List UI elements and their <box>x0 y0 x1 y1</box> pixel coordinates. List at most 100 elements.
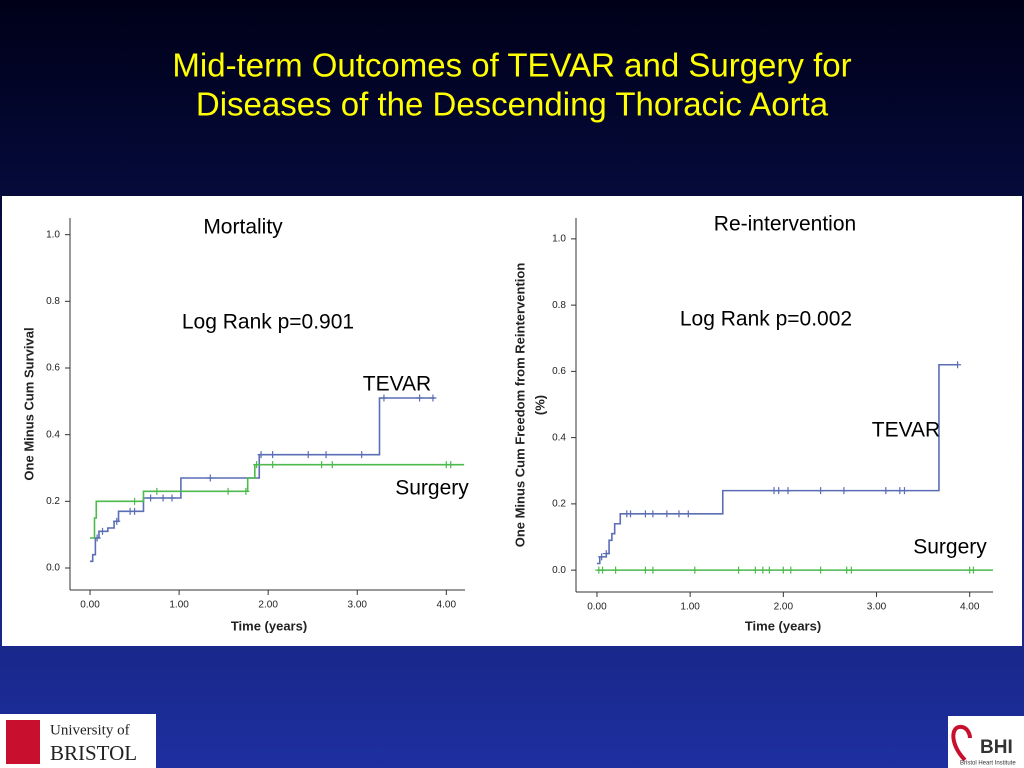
y-tick-label: 0.4 <box>552 432 566 443</box>
censor-mark <box>684 510 692 518</box>
x-tick-label: 1.00 <box>169 600 189 611</box>
censor-mark <box>113 517 121 525</box>
censor-mark <box>153 487 161 495</box>
y-tick-label: 1.0 <box>552 234 566 245</box>
censor-mark <box>900 487 908 495</box>
step-line <box>90 463 465 539</box>
censor-mark <box>131 497 139 505</box>
x-tick-label: 3.00 <box>347 600 367 611</box>
censor-mark <box>882 487 890 495</box>
chart-title: Re-intervention <box>714 213 856 236</box>
censor-mark <box>358 451 366 459</box>
x-tick-label: 2.00 <box>774 602 794 613</box>
slide-title: Diseases of the Descending Thoracic Aort… <box>196 86 829 123</box>
censor-mark <box>751 566 759 574</box>
censor-mark <box>817 487 825 495</box>
censor-mark <box>242 487 250 495</box>
x-axis-label: Time (years) <box>745 618 821 633</box>
x-tick-label: 4.00 <box>960 602 980 613</box>
censor-mark <box>599 566 607 574</box>
censor-mark <box>641 566 649 574</box>
censor-mark <box>257 451 265 459</box>
censor-mark <box>147 494 155 502</box>
censor-mark <box>775 487 783 495</box>
censor-mark <box>416 394 424 402</box>
y-axis-label: One Minus Cum Freedom from Reinterventio… <box>512 263 527 548</box>
y-axis-label: (%) <box>532 395 547 415</box>
y-axis-label: One Minus Cum Survival <box>21 327 36 480</box>
censor-mark <box>447 461 455 469</box>
censor-mark <box>649 566 657 574</box>
y-tick-label: 1.0 <box>46 229 60 240</box>
y-tick-label: 0.2 <box>46 496 60 507</box>
annotation: Surgery <box>395 477 469 500</box>
censor-mark <box>787 566 795 574</box>
logo-text: Bristol Heart Institute <box>960 761 1016 767</box>
censor-mark <box>131 507 139 515</box>
logo-text: University of <box>50 722 130 738</box>
censor-mark <box>735 566 743 574</box>
censor-mark <box>168 494 176 502</box>
x-tick-label: 0.00 <box>587 602 607 613</box>
censor-mark <box>328 461 336 469</box>
censor-mark <box>675 510 683 518</box>
chart-panel <box>2 196 1022 646</box>
y-tick-label: 0.8 <box>552 300 566 311</box>
censor-mark <box>954 361 962 369</box>
censor-mark <box>318 461 326 469</box>
y-tick-label: 0.0 <box>46 563 60 574</box>
censor-mark <box>969 566 977 574</box>
y-tick-label: 0.4 <box>46 429 60 440</box>
censor-mark <box>649 510 657 518</box>
step-line <box>596 363 958 565</box>
censor-mark <box>99 527 107 535</box>
annotation: Log Rank p=0.002 <box>680 308 852 331</box>
censor-mark <box>691 566 699 574</box>
censor-mark <box>627 510 635 518</box>
censor-mark <box>847 566 855 574</box>
censor-mark <box>253 461 261 469</box>
censor-mark <box>322 451 330 459</box>
censor-mark <box>269 451 277 459</box>
x-tick-label: 0.00 <box>80 600 100 611</box>
censor-mark <box>206 474 214 482</box>
censor-mark <box>840 487 848 495</box>
logo-box <box>948 716 1024 768</box>
censor-mark <box>759 566 767 574</box>
censor-mark <box>663 510 671 518</box>
censor-mark <box>784 487 792 495</box>
censor-mark <box>779 566 787 574</box>
x-tick-label: 4.00 <box>437 600 457 611</box>
logo-crest <box>6 720 40 764</box>
annotation: Log Rank p=0.901 <box>182 311 354 334</box>
censor-mark <box>602 550 610 558</box>
chart-title: Mortality <box>203 216 283 239</box>
censor-mark <box>269 461 277 469</box>
logo-heart <box>951 724 972 762</box>
censor-mark <box>224 487 232 495</box>
y-tick-label: 0.0 <box>552 565 566 576</box>
censor-mark <box>612 566 620 574</box>
censor-mark <box>641 510 649 518</box>
censor-mark <box>304 451 312 459</box>
censor-mark <box>429 394 437 402</box>
x-tick-label: 3.00 <box>867 602 887 613</box>
censor-mark <box>817 566 825 574</box>
censor-mark <box>380 394 388 402</box>
censor-mark <box>598 553 606 561</box>
censor-mark <box>765 566 773 574</box>
slide-title: Mid-term Outcomes of TEVAR and Surgery f… <box>172 47 851 84</box>
annotation: TEVAR <box>872 419 940 442</box>
y-tick-label: 0.8 <box>46 296 60 307</box>
y-tick-label: 0.2 <box>552 499 566 510</box>
y-tick-label: 0.6 <box>46 363 60 374</box>
annotation: TEVAR <box>363 373 431 396</box>
y-tick-label: 0.6 <box>552 366 566 377</box>
x-tick-label: 1.00 <box>680 602 700 613</box>
annotation: Surgery <box>913 536 987 559</box>
censor-mark <box>159 494 167 502</box>
logo-text: BRISTOL <box>50 741 137 765</box>
logo-text: BHI <box>980 737 1013 758</box>
x-axis-label: Time (years) <box>231 618 307 633</box>
